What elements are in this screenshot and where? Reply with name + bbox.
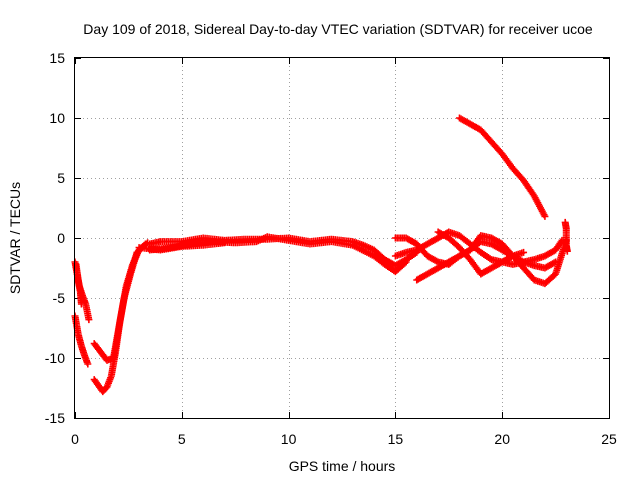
series-arc-day-b (146, 234, 421, 270)
x-tick-labels: 0 5 10 15 20 25 (71, 431, 617, 447)
x-tick-label: 25 (601, 431, 617, 447)
plot-frame (74, 57, 610, 419)
chart-title: Day 109 of 2018, Sidereal Day-to-day VTE… (83, 21, 593, 37)
x-tick-label: 0 (71, 431, 79, 447)
series-arc-day-c (135, 239, 229, 254)
data-point (541, 212, 549, 220)
x-axis-label: GPS time / hours (289, 458, 396, 474)
x-tick-label: 15 (388, 431, 404, 447)
series-arc-end (561, 218, 571, 255)
y-tick-labels: -15 -10 -5 0 5 10 15 (45, 50, 65, 426)
y-tick-label: -5 (53, 290, 66, 306)
grid (75, 58, 609, 418)
data-point (520, 248, 528, 256)
series-arc-early-a (71, 312, 92, 368)
y-tick-label: 5 (57, 170, 65, 186)
y-tick-label: 0 (57, 230, 65, 246)
series-arc-descending (455, 114, 549, 220)
x-tick-label: 5 (178, 431, 186, 447)
x-tick-label: 20 (494, 431, 510, 447)
data-point (221, 239, 229, 247)
data-point (77, 300, 85, 308)
series-arc-late-d (434, 228, 528, 278)
data-point (563, 247, 571, 255)
data-point (433, 257, 441, 265)
y-tick-label: 15 (49, 50, 65, 66)
y-tick-label: -10 (45, 350, 65, 366)
y-tick-label: 10 (49, 110, 65, 126)
x-tick-label: 10 (281, 431, 297, 447)
data-point (486, 255, 494, 263)
data-point (507, 253, 515, 261)
data-points (71, 114, 571, 396)
data-point (85, 316, 93, 324)
data-point (84, 360, 92, 368)
y-tick-label: -15 (45, 410, 65, 426)
y-axis-label: SDTVAR / TECUs (7, 182, 23, 294)
